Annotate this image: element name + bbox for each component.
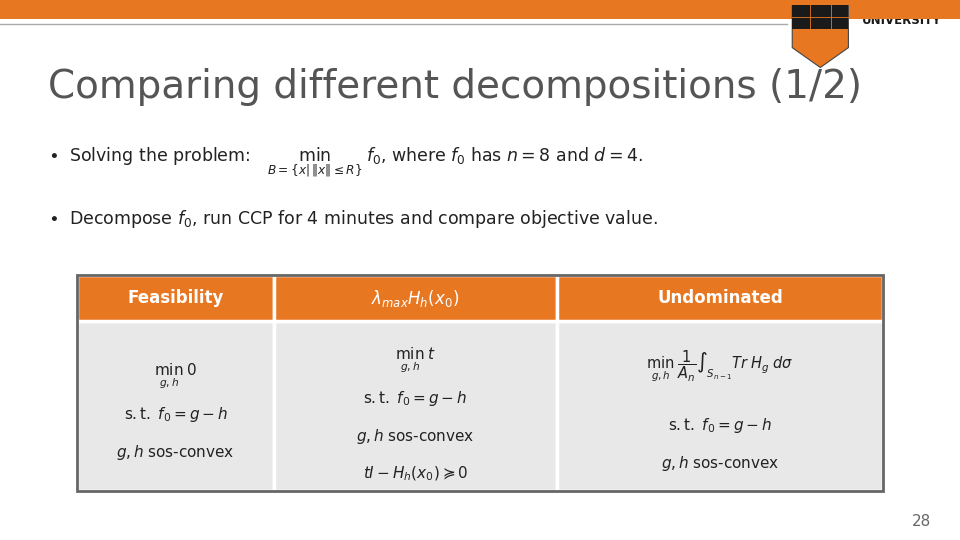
FancyBboxPatch shape [77,275,275,321]
Text: PRINCETON
UNIVERSITY: PRINCETON UNIVERSITY [862,0,942,27]
FancyBboxPatch shape [557,321,883,491]
Text: Comparing different decompositions (1/2): Comparing different decompositions (1/2) [48,68,862,105]
FancyBboxPatch shape [557,275,883,321]
Text: $g, h\;\mathrm{sos\text{-}convex}$: $g, h\;\mathrm{sos\text{-}convex}$ [116,443,235,462]
Text: Undominated: Undominated [657,289,782,307]
Text: $\underset{g,h}{\min}\;t$: $\underset{g,h}{\min}\;t$ [395,346,436,375]
FancyBboxPatch shape [275,275,557,321]
Text: $\bullet\;$ Decompose $f_0$, run CCP for 4 minutes and compare objective value.: $\bullet\;$ Decompose $f_0$, run CCP for… [48,208,658,230]
Text: $\bullet\;$ Solving the problem:$\quad\underset{B=\{x|\,\|x\|\leq R\}}{\min}\;f_: $\bullet\;$ Solving the problem:$\quad\u… [48,146,642,179]
Text: $\mathrm{s.t.}\;f_0 = g - h$: $\mathrm{s.t.}\;f_0 = g - h$ [668,416,772,435]
FancyBboxPatch shape [77,321,275,491]
Text: 28: 28 [912,514,931,529]
Text: $tI - H_h(x_0) \succeq 0$: $tI - H_h(x_0) \succeq 0$ [363,464,468,483]
Polygon shape [792,5,849,29]
Text: $\mathrm{s.t.}\;f_0 = g - h$: $\mathrm{s.t.}\;f_0 = g - h$ [364,389,468,408]
Text: Feasibility: Feasibility [128,289,224,307]
FancyBboxPatch shape [0,0,960,19]
FancyBboxPatch shape [275,321,557,491]
Text: $\underset{g,h}{\min}\;0$: $\underset{g,h}{\min}\;0$ [154,362,198,392]
Text: $\underset{g,h}{\min}\;\dfrac{1}{A_n}\int_{S_{n-1}} Tr\;H_g\;d\sigma$: $\underset{g,h}{\min}\;\dfrac{1}{A_n}\in… [646,348,794,384]
Text: $\mathrm{s.t.}\;f_0 = g - h$: $\mathrm{s.t.}\;f_0 = g - h$ [124,405,228,424]
Polygon shape [792,5,849,68]
Text: $g, h\;\mathrm{sos\text{-}convex}$: $g, h\;\mathrm{sos\text{-}convex}$ [356,427,474,446]
Text: $\lambda_{max}H_h(x_0)$: $\lambda_{max}H_h(x_0)$ [372,288,460,309]
Text: $g, h\;\mathrm{sos\text{-}convex}$: $g, h\;\mathrm{sos\text{-}convex}$ [660,454,780,472]
